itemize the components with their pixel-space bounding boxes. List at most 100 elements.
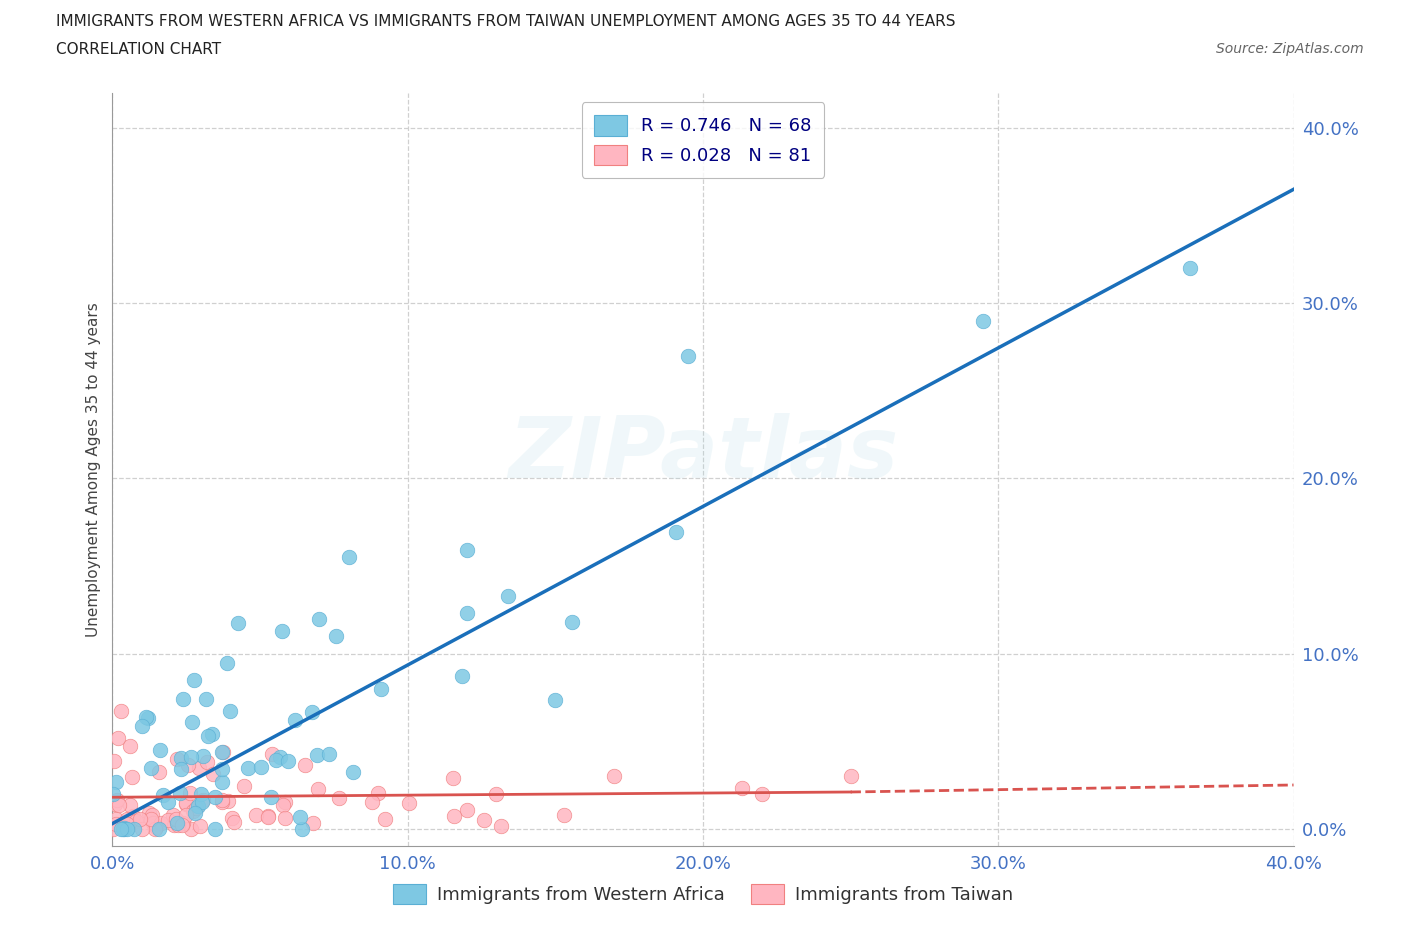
- Point: [274, 811, 297, 826]
- Point: [121, 769, 143, 784]
- Point: [271, 623, 294, 638]
- Point: [291, 821, 314, 836]
- Point: [172, 692, 194, 707]
- Point: [204, 821, 226, 836]
- Point: [561, 615, 583, 630]
- Point: [222, 814, 245, 829]
- Point: [973, 313, 995, 328]
- Point: [193, 749, 215, 764]
- Point: [188, 819, 211, 834]
- Point: [122, 808, 145, 823]
- Point: [174, 807, 197, 822]
- Point: [194, 692, 217, 707]
- Point: [730, 780, 752, 795]
- Point: [367, 786, 389, 801]
- Point: [138, 805, 160, 820]
- Point: [374, 811, 396, 826]
- Y-axis label: Unemployment Among Ages 35 to 44 years: Unemployment Among Ages 35 to 44 years: [86, 302, 101, 637]
- Point: [115, 817, 138, 831]
- Point: [236, 761, 259, 776]
- Point: [165, 811, 187, 826]
- Point: [288, 809, 311, 824]
- Point: [139, 761, 162, 776]
- Point: [318, 747, 340, 762]
- Point: [190, 787, 212, 802]
- Point: [110, 704, 132, 719]
- Point: [284, 712, 307, 727]
- Point: [183, 805, 205, 820]
- Point: [115, 821, 138, 836]
- Point: [180, 821, 202, 836]
- Point: [472, 812, 495, 827]
- Point: [166, 816, 188, 830]
- Point: [204, 790, 226, 804]
- Point: [245, 808, 267, 823]
- Point: [496, 589, 519, 604]
- Point: [441, 770, 464, 785]
- Point: [201, 767, 224, 782]
- Point: [271, 798, 294, 813]
- Point: [274, 794, 297, 809]
- Point: [544, 693, 567, 708]
- Point: [166, 751, 188, 766]
- Point: [104, 817, 127, 831]
- Point: [101, 821, 124, 836]
- Point: [105, 811, 128, 826]
- Point: [342, 764, 364, 779]
- Point: [451, 669, 474, 684]
- Point: [195, 755, 218, 770]
- Point: [156, 812, 179, 827]
- Point: [122, 821, 145, 836]
- Point: [187, 798, 209, 813]
- Point: [131, 718, 153, 733]
- Point: [301, 816, 323, 830]
- Point: [218, 703, 240, 718]
- Point: [176, 795, 198, 810]
- Point: [135, 710, 157, 724]
- Point: [141, 807, 163, 822]
- Point: [162, 808, 184, 823]
- Point: [143, 821, 166, 836]
- Point: [456, 605, 478, 620]
- Point: [328, 790, 350, 805]
- Point: [181, 804, 204, 818]
- Point: [180, 750, 202, 764]
- Point: [169, 786, 191, 801]
- Point: [665, 525, 688, 539]
- Point: [136, 711, 159, 725]
- Point: [177, 758, 200, 773]
- Point: [115, 812, 138, 827]
- Point: [118, 797, 141, 812]
- Point: [190, 794, 212, 809]
- Point: [211, 744, 233, 759]
- Point: [211, 744, 233, 759]
- Point: [489, 818, 512, 833]
- Point: [456, 542, 478, 557]
- Point: [260, 747, 283, 762]
- Point: [149, 742, 172, 757]
- Point: [1178, 260, 1201, 275]
- Point: [179, 785, 201, 800]
- Point: [217, 794, 239, 809]
- Point: [221, 811, 243, 826]
- Point: [124, 814, 146, 829]
- Point: [553, 807, 575, 822]
- Point: [148, 764, 170, 779]
- Point: [250, 759, 273, 774]
- Point: [170, 762, 193, 777]
- Point: [129, 812, 152, 827]
- Point: [360, 794, 382, 809]
- Legend: R = 0.746   N = 68, R = 0.028   N = 81: R = 0.746 N = 68, R = 0.028 N = 81: [582, 102, 824, 178]
- Point: [110, 821, 132, 836]
- Point: [188, 761, 211, 776]
- Point: [142, 815, 165, 830]
- Point: [226, 616, 249, 631]
- Point: [337, 550, 360, 565]
- Point: [180, 714, 202, 729]
- Point: [152, 788, 174, 803]
- Point: [269, 750, 291, 764]
- Point: [105, 775, 128, 790]
- Point: [157, 795, 180, 810]
- Point: [211, 793, 233, 808]
- Point: [131, 821, 153, 836]
